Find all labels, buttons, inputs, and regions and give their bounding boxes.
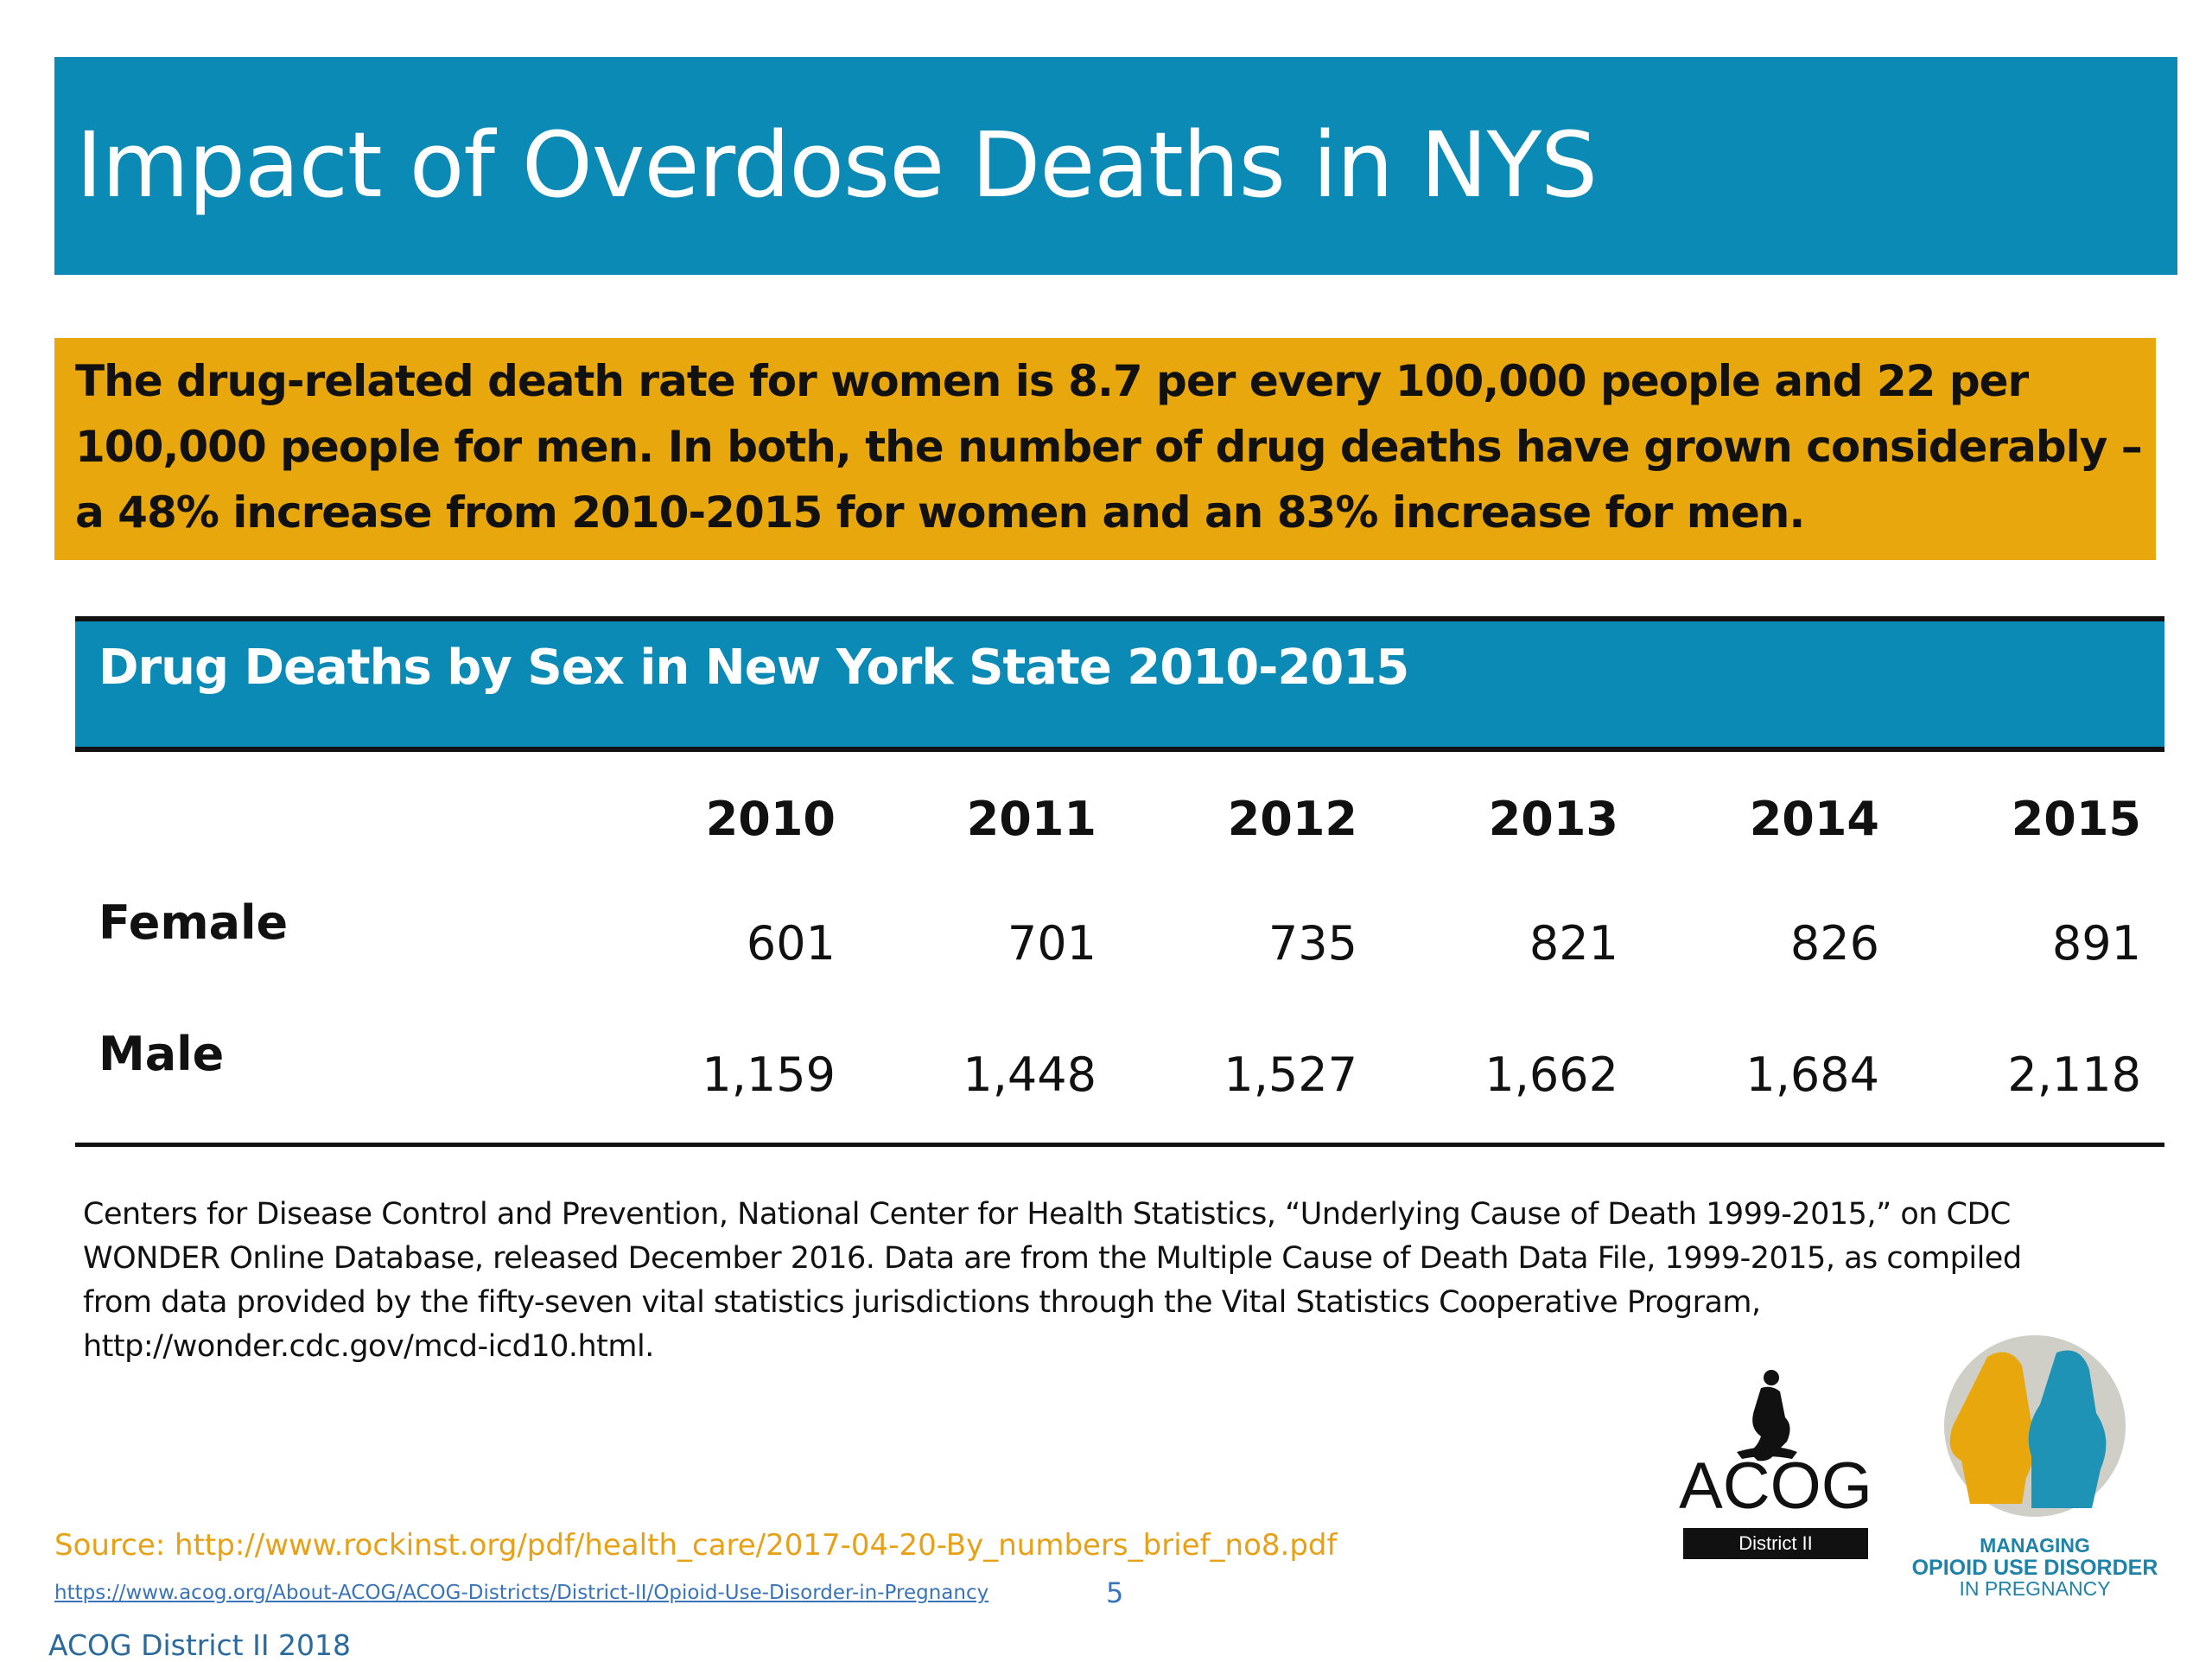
table-header-bar [75,616,2164,752]
cell: 821 [1529,916,1618,971]
cell: 735 [1268,916,1357,971]
cell: 1,684 [1745,1048,1879,1102]
column-header: 2015 [2011,792,2141,846]
acog-logo: ACOG District II [1679,1370,1872,1559]
highlight-line: The drug-related death rate for women is… [75,356,2029,406]
column-header: 2010 [705,792,836,846]
cell: 826 [1789,916,1879,971]
column-header: 2011 [966,792,1096,846]
link[interactable]: https://www.acog.org/About-ACOG/ACOG-Dis… [54,1582,989,1604]
column-header: 2013 [1488,792,1618,846]
cell: 601 [746,916,836,971]
source: Source: http://www.rockinst.org/pdf/heal… [54,1528,1338,1563]
title-bar [54,57,2177,275]
organization: ACOG District II 2018 [48,1628,352,1662]
cell: 1,527 [1224,1048,1357,1102]
citation-line: Centers for Disease Control and Preventi… [83,1197,2011,1232]
acog-band [1683,1528,1868,1559]
table-title: Drug Deaths by Sex in New York State 201… [99,640,1409,696]
citation-line: http://wonder.cdc.gov/mcd-icd10.html. [83,1329,654,1364]
citation-line: WONDER Online Database, released Decembe… [83,1241,2022,1276]
table-bottom-rule [75,1143,2164,1147]
cell: 1,448 [963,1048,1096,1102]
oud-text: IN PREGNANCY [1959,1577,2110,1600]
highlight-box [54,338,2156,560]
citation-line: from data provided by the fifty-seven vi… [83,1285,1761,1320]
acog-district: District II [1738,1532,1813,1554]
oud-text: MANAGING [1980,1534,2090,1557]
cell: 701 [1007,916,1096,971]
title: Impact of Overdose Deaths in NYS [76,112,1598,218]
cell: 1,662 [1484,1048,1618,1102]
oud-text: OPIOID USE DISORDER [1912,1556,2158,1580]
column-header: 2014 [1749,792,1879,846]
highlight-line: a 48% increase from 2010-2015 for women … [75,487,1805,538]
cell: 891 [2051,916,2141,971]
page-number: 5 [1106,1576,1124,1609]
row-label: Female [99,895,289,950]
row-label: Male [99,1027,225,1081]
cell: 2,118 [2007,1048,2141,1102]
highlight-line: 100,000 people for men. In both, the num… [75,422,2143,472]
cell: 1,159 [702,1048,836,1102]
oud-logo: MANAGING OPIOID USE DISORDER IN PREGNANC… [1912,1335,2158,1600]
column-header: 2012 [1227,792,1357,846]
acog-name: ACOG [1679,1449,1872,1523]
